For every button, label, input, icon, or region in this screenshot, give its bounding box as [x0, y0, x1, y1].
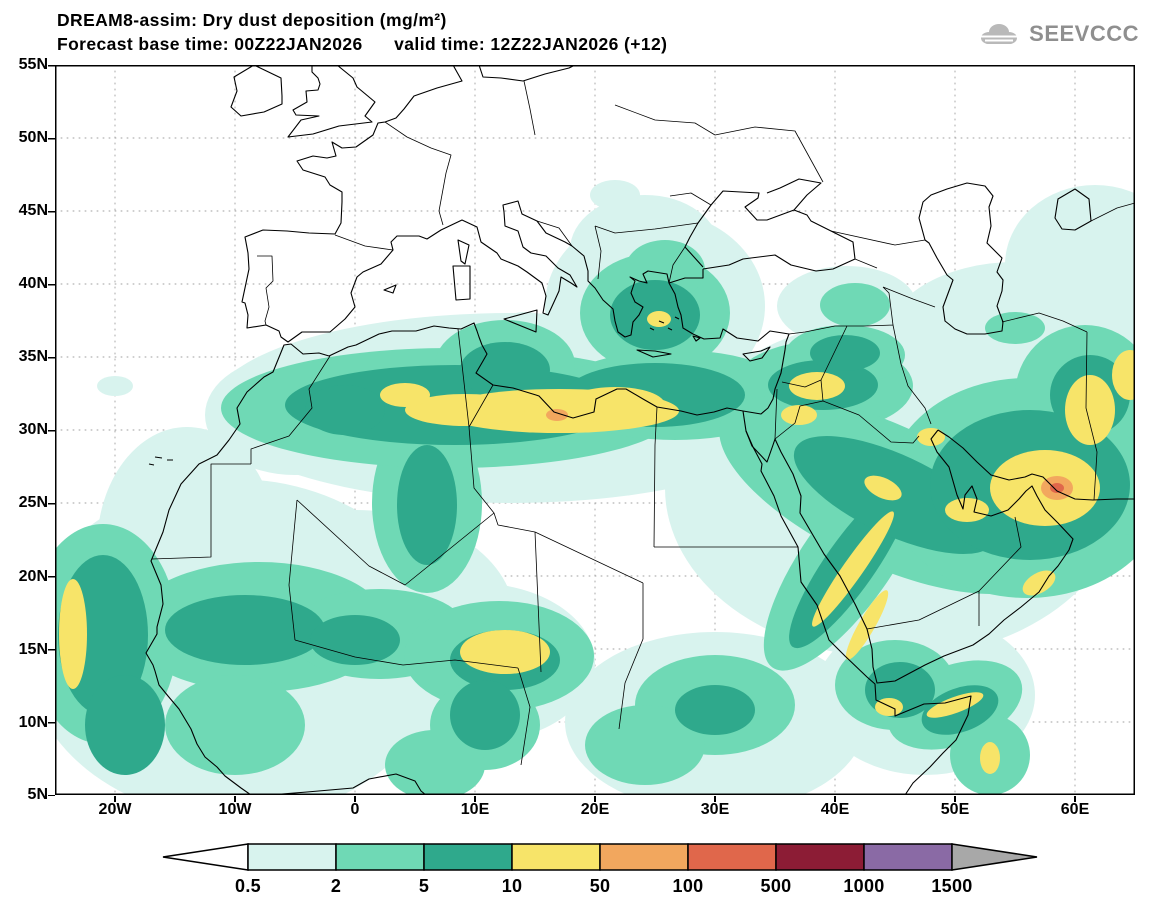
- chart-subtitle: Forecast base time: 00Z22JAN2026 valid t…: [57, 34, 668, 54]
- lon-tick-label: 20E: [580, 801, 610, 818]
- map-frame: [55, 65, 1135, 795]
- colorbar-segment: [423, 843, 513, 871]
- colorbar-tick-label: 500: [760, 876, 792, 896]
- colorbar-tick-label: 5: [418, 876, 430, 896]
- lat-tick-label: 5N: [27, 786, 48, 803]
- lat-tick-label: 25N: [18, 494, 48, 511]
- islands: [148, 239, 771, 466]
- colorbar-tick-label: 2: [330, 876, 342, 896]
- colorbar-arrow-right: [951, 843, 1038, 871]
- lon-tick-label: 20W: [98, 801, 132, 818]
- colorbar-tick-label: 100: [672, 876, 704, 896]
- colorbar-scale: [162, 843, 1038, 871]
- seevccc-logo: SEEVCCC: [976, 20, 1139, 48]
- y-axis-ticks: [48, 65, 55, 796]
- coastline-europe-africa: [145, 64, 790, 796]
- lat-tick-label: 45N: [18, 202, 48, 219]
- colorbar-arrow-left: [162, 843, 249, 871]
- aral-sea: [1054, 188, 1092, 231]
- logo-text: SEEVCCC: [1029, 21, 1139, 46]
- cloud-icon: [981, 24, 1018, 44]
- colorbar-tick-label: 10: [501, 876, 523, 896]
- ireland: [230, 64, 283, 117]
- coastline-iran-gulf: [937, 429, 1135, 501]
- dust-fill-level-100-500: [1050, 483, 1064, 493]
- lon-tick-label: 30E: [700, 801, 730, 818]
- colorbar-tick-label: 0.5: [235, 876, 261, 896]
- colorbar-tick-label: 50: [589, 876, 611, 896]
- sea-of-azov: [766, 178, 822, 211]
- black-sea-coast: [684, 190, 856, 272]
- colorbar-segment: [687, 843, 777, 871]
- x-axis-ticks: [55, 796, 1135, 802]
- map-plot: [25, 64, 1165, 819]
- lat-tick-label: 40N: [18, 275, 48, 292]
- lat-tick-label: 15N: [18, 641, 48, 658]
- colorbar-segment: [511, 843, 601, 871]
- colorbar: 0.5 2 5 10 50 100 500 1000 1500: [160, 842, 1040, 902]
- coastline-redsea-africa-somalia: [742, 410, 972, 796]
- lon-tick-label: 60E: [1060, 801, 1090, 818]
- lon-tick-label: 40E: [820, 801, 850, 818]
- lon-tick-label: 10E: [460, 801, 490, 818]
- colorbar-segment: [599, 843, 689, 871]
- lat-tick-label: 30N: [18, 421, 48, 438]
- colorbar-tick-label: 1000: [843, 876, 885, 896]
- great-britain: [287, 64, 376, 138]
- colorbar-segment: [775, 843, 865, 871]
- lat-tick-label: 10N: [18, 714, 48, 731]
- caspian-sea: [918, 182, 1004, 335]
- lat-tick-label: 55N: [18, 56, 48, 73]
- colorbar-segment: [863, 843, 953, 871]
- sea-of-marmara: [668, 269, 704, 284]
- coastline-gulf-of-guinea: [268, 773, 427, 796]
- lon-tick-label: 0: [350, 801, 360, 818]
- country-borders: [151, 80, 1136, 766]
- colorbar-tick-label: 1500: [931, 876, 973, 896]
- coastline-arabia: [745, 429, 1074, 684]
- lat-tick-label: 50N: [18, 129, 48, 146]
- lon-tick-label: 50E: [940, 801, 970, 818]
- colorbar-segment: [247, 843, 337, 871]
- baltic-coast: [478, 64, 576, 82]
- coastlines: [145, 64, 1135, 796]
- lon-tick-label: 10W: [218, 801, 252, 818]
- chart-title: DREAM8-assim: Dry dust deposition (mg/m²…: [57, 10, 447, 30]
- map-area: [25, 64, 1165, 819]
- colorbar-segment: [335, 843, 425, 871]
- lat-tick-label: 20N: [18, 568, 48, 585]
- lat-tick-label: 35N: [18, 348, 48, 365]
